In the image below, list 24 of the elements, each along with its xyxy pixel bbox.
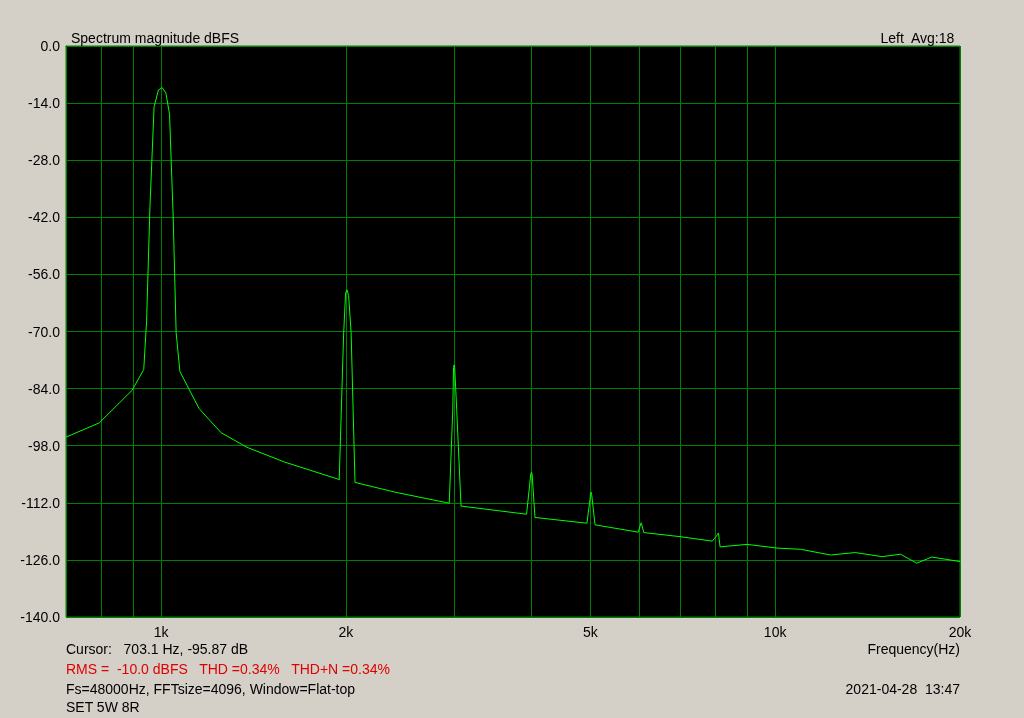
y-tick-label: -112.0 — [21, 494, 61, 511]
text: Cursor: 703.1 Hz, -95.87 dB — [66, 641, 249, 657]
text: Fs=48000Hz, FFTsize=4096, Window=Flat-top — [66, 681, 356, 697]
y-tick-label: -126.0 — [20, 551, 61, 568]
x-tick-label: 1k — [153, 624, 170, 640]
x-tick-label: 20k — [948, 624, 973, 640]
chart-title: Spectrum magnitude dBFS — [71, 30, 240, 46]
text: RMS = -10.0 dBFS THD =0.34% THD+N =0.34% — [66, 661, 390, 677]
y-tick-label: -56.0 — [28, 266, 61, 283]
chart-subtitle: Left Avg:18 — [880, 30, 955, 46]
y-tick-label: 0.0 — [40, 38, 61, 54]
y-tick-label: -98.0 — [28, 437, 61, 454]
x-axis-title: Frequency(Hz) — [867, 641, 961, 657]
y-tick-label: -70.0 — [28, 323, 61, 340]
y-tick-label: -28.0 — [28, 152, 61, 169]
text: 2021-04-28 13:47 — [845, 681, 961, 697]
text: SET 5W 8R — [66, 699, 140, 715]
y-tick-label: -14.0 — [28, 95, 61, 112]
y-tick-label: -140.0 — [20, 609, 61, 625]
x-tick-label: 10k — [763, 624, 788, 640]
y-tick-label: -84.0 — [28, 380, 61, 397]
x-tick-label: 5k — [582, 624, 599, 640]
x-tick-label: 2k — [338, 624, 355, 640]
y-tick-label: -42.0 — [28, 209, 61, 226]
